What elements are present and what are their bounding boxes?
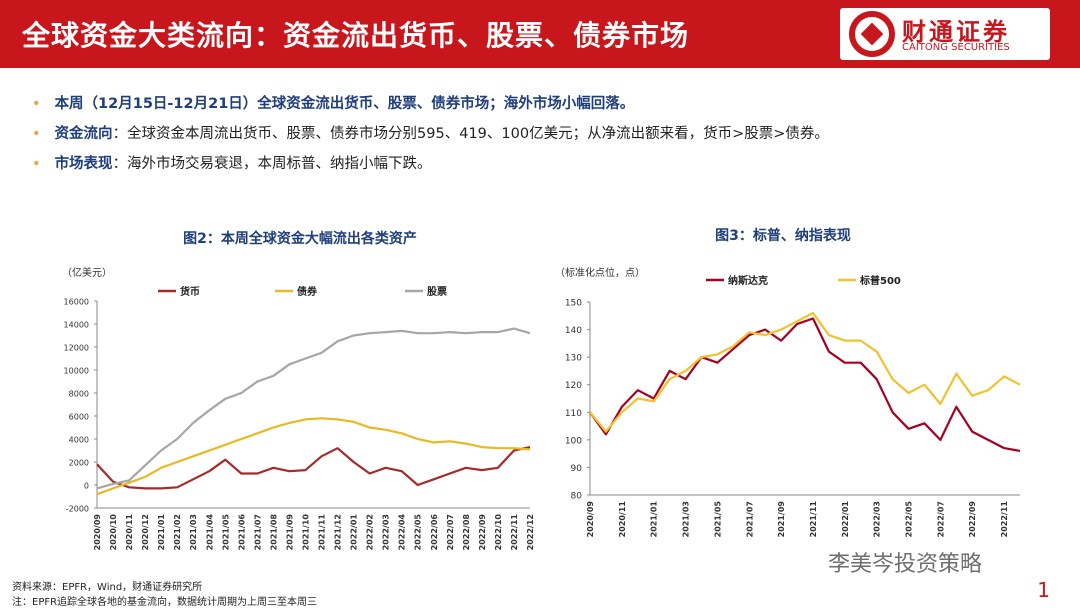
x-tick-label: 2021/09 [285,514,294,551]
source: 资料来源：EPFR，Wind，财通证券研究所 [12,582,203,593]
y-tick-label: 12000 [64,344,89,353]
x-tick-label: 2022/11 [510,514,519,551]
chart-title: 图2：本周全球资金大幅流出各类资产 [183,230,417,247]
y-tick-label: -2000 [66,505,89,514]
x-tick-label: 2022/12 [526,514,535,550]
bullet-text: 本周（12月15日-12月21日）全球资金流出货币、股票、债券市场；海外市场小幅… [54,96,635,112]
x-tick-label: 2022/09 [968,501,977,538]
page-number: 1 [1037,578,1050,602]
x-tick-label: 2020/09 [93,514,102,551]
logo-subtext: CAITONG SECURITIES [902,42,1010,53]
x-tick-label: 2020/12 [141,514,150,550]
series-line [96,417,531,496]
logo-text: 财通证券 [902,18,1010,46]
x-tick-label: 2022/08 [462,514,471,551]
y-axis-label: （标准化点位，点） [555,266,645,279]
x-tick-label: 2021/01 [157,514,166,551]
x-tick-label: 2021/02 [173,514,182,550]
x-tick-label: 2022/05 [905,501,914,538]
y-tick-label: 6000 [69,413,89,422]
y-tick-label: 4000 [69,436,89,445]
series-line [96,327,531,490]
x-tick-label: 2021/11 [318,514,327,551]
x-tick-label: 2021/07 [253,514,262,550]
x-tick-label: 2021/07 [745,501,754,537]
x-tick-label: 2022/11 [1000,501,1009,538]
x-tick-label: 2022/04 [398,514,407,551]
x-tick-label: 2021/01 [650,501,659,538]
legend-label: 标普500 [859,274,901,287]
x-tick-label: 2020/11 [618,501,627,538]
x-tick-label: 2022/02 [366,514,375,550]
bullet-label: 资金流向 [54,126,113,142]
bullet: • 资金流向：全球资金本周流出货币、股票、债券市场分别595、419、100亿美元… [32,126,829,142]
x-tick-label: 2021/09 [777,501,786,538]
series-line [96,446,531,490]
legend-label: 股票 [427,286,447,298]
y-tick-label: 10000 [64,367,89,376]
x-tick-label: 2022/06 [430,514,439,551]
x-tick-label: 2021/04 [205,514,214,551]
x-tick-label: 2021/12 [334,514,343,550]
x-tick-label: 2021/11 [809,501,818,538]
y-tick-label: 140 [565,326,582,336]
series-line [589,311,1021,433]
bullet: • 本周（12月15日-12月21日）全球资金流出货币、股票、债券市场；海外市场小… [32,96,635,112]
bullet-label: 市场表现 [54,156,113,172]
x-tick-label: 2021/10 [301,514,310,551]
y-tick-label: 2000 [69,459,89,468]
x-tick-label: 2022/01 [350,514,359,551]
x-tick-label: 2021/03 [682,501,691,537]
x-tick-label: 2022/03 [873,501,882,537]
y-tick-label: 8000 [69,390,89,399]
y-tick-label: 100 [565,436,582,446]
x-tick-label: 2022/07 [936,501,945,537]
y-tick-label: 16000 [64,298,89,307]
x-tick-label: 2021/05 [713,501,722,538]
logo-icon [849,11,895,57]
x-tick-label: 2020/11 [125,514,134,551]
page-title: 全球资金大类流向：资金流出货币、股票、债券市场 [22,19,690,52]
y-tick-label: 90 [571,464,583,474]
legend-label: 债券 [297,285,318,298]
header: 全球资金大类流向：资金流出货币、股票、债券市场 财通证券 CAITONG SEC… [0,0,1080,68]
bullet-text: ：海外市场交易衰退，本周标普、纳指小幅下跌。 [112,156,432,172]
y-tick-label: 80 [571,492,583,502]
y-tick-label: 0 [84,482,89,491]
legend-label: 纳斯达克 [728,274,768,287]
y-axis-label: （亿美元） [62,266,112,279]
x-tick-label: 2021/06 [237,514,246,551]
x-tick-label: 2022/03 [382,514,391,550]
y-tick-label: 14000 [64,321,89,330]
x-tick-label: 2022/10 [494,514,503,551]
bullet: • 市场表现：海外市场交易衰退，本周标普、纳指小幅下跌。 [32,156,432,172]
x-tick-label: 2022/07 [446,514,455,550]
bullet-text: ：全球资金本周流出货币、股票、债券市场分别595、419、100亿美元；从净流出… [112,126,829,142]
y-tick-label: 150 [565,299,582,309]
watermark: 李美岑投资策略 [828,552,983,577]
x-tick-label: 2022/01 [841,501,850,538]
x-tick-label: 2021/03 [189,514,198,550]
x-tick-label: 2021/05 [221,514,230,551]
legend-label: 货币 [180,285,200,298]
x-tick-label: 2022/09 [478,514,487,551]
x-tick-label: 2022/05 [414,514,423,551]
y-tick-label: 130 [565,354,582,364]
x-tick-label: 2020/09 [586,501,595,538]
series-line [589,317,1021,452]
chart-title: 图3：标普、纳指表现 [715,227,851,244]
x-tick-label: 2020/10 [109,514,118,551]
logo: 财通证券 CAITONG SECURITIES [840,8,1050,60]
y-tick-label: 120 [565,381,582,391]
note: 注：EPFR追踪全球各地的基金流向，数据统计周期为上周三至本周三 [12,597,318,608]
y-tick-label: 110 [565,409,582,419]
x-tick-label: 2021/08 [269,514,278,551]
